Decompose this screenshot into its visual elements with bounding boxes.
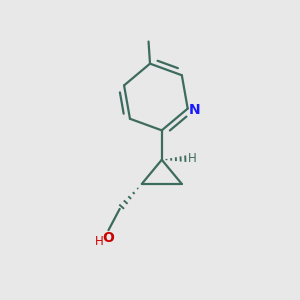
Text: H: H <box>188 152 197 165</box>
Text: O: O <box>102 231 114 245</box>
Text: H: H <box>95 235 104 248</box>
Text: N: N <box>188 103 200 117</box>
